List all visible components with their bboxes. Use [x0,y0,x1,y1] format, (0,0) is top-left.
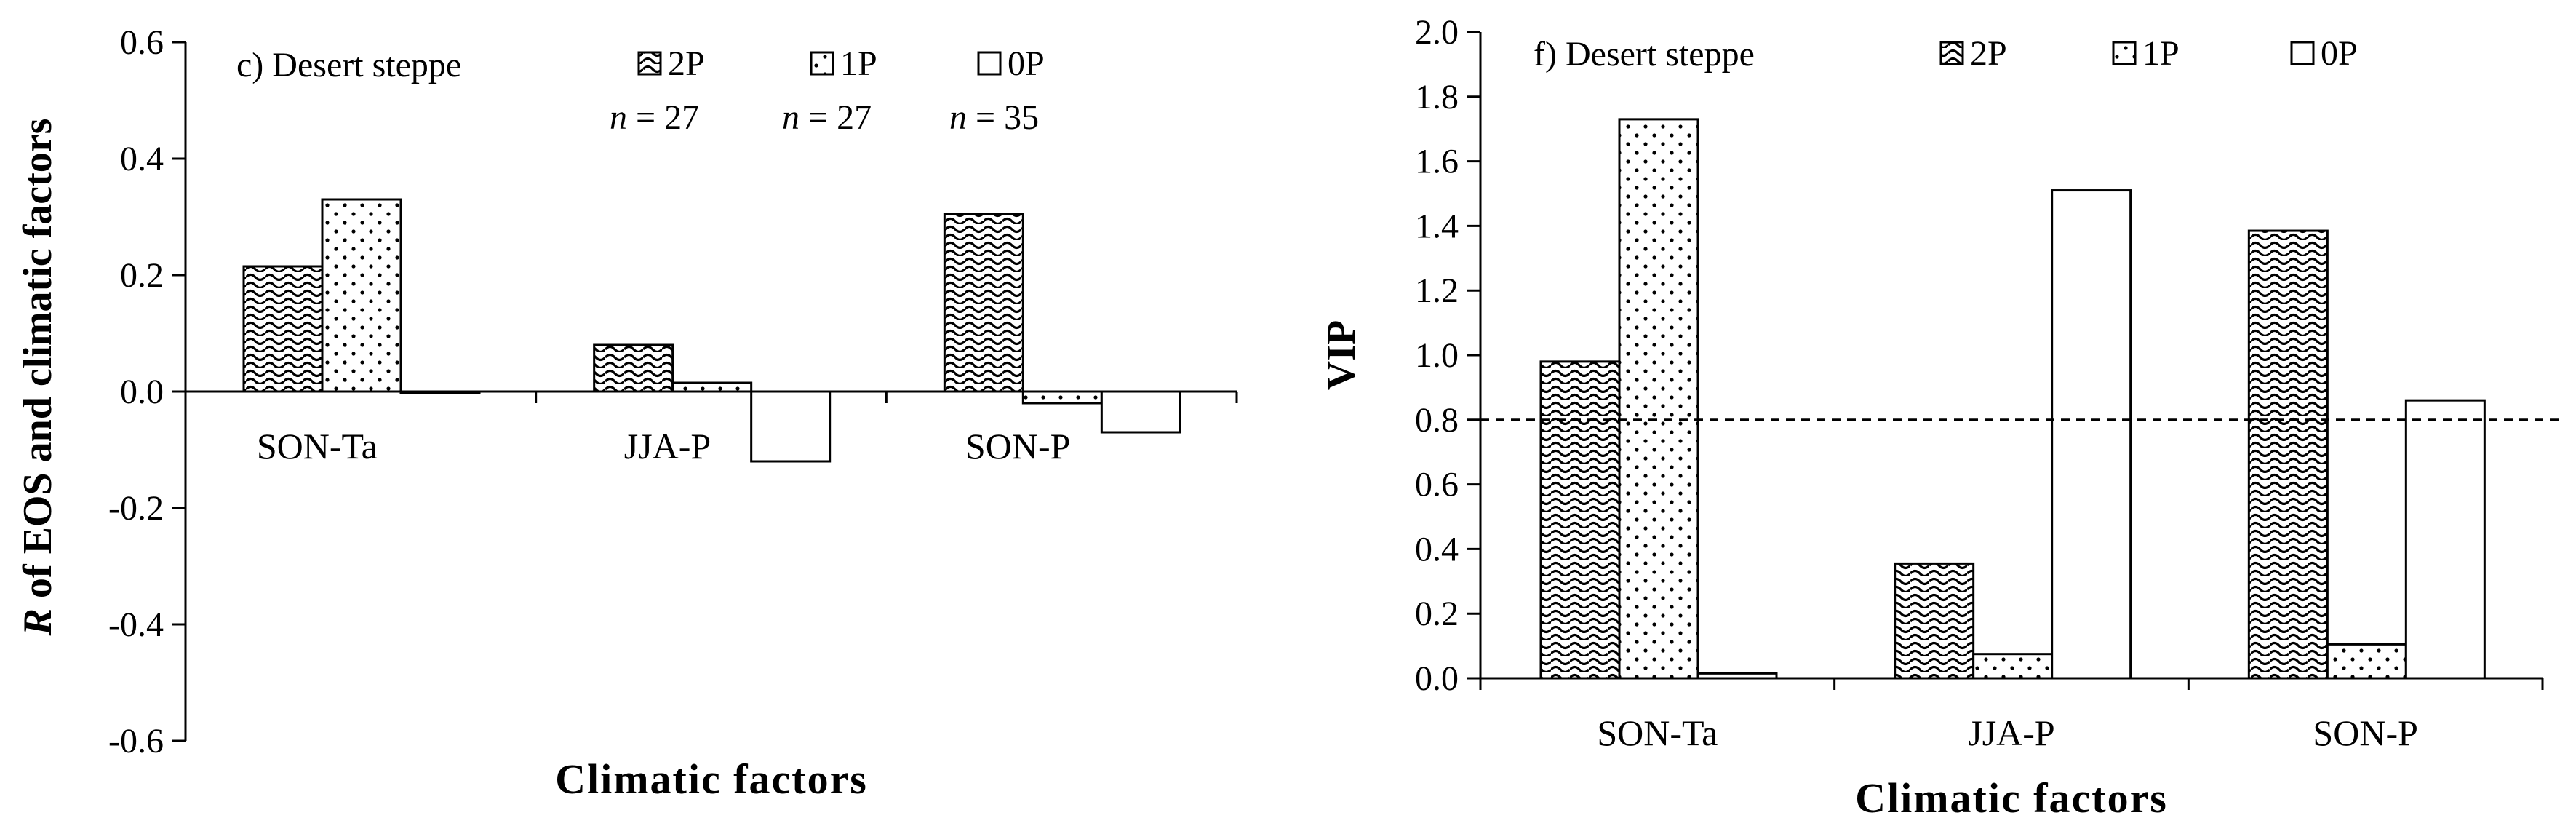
category-label: SON-P [965,426,1070,466]
y-tick-label: 0.0 [1415,659,1459,698]
bar-2P-SON-P [943,213,1024,393]
bar-0P-JJA-P [2051,189,2132,680]
y-tick-label: 1.8 [1415,78,1459,116]
y-tick-label: 1.4 [1415,207,1459,245]
panel-title: c) Desert steppe [236,46,461,84]
x-axis-label: Climatic factors [555,755,868,803]
y-tick-label: 2.0 [1415,13,1459,52]
bar-1P-SON-P [1021,390,1103,405]
bar-2P-SON-P [2247,229,2329,680]
bar-1P-SON-Ta [1618,118,1699,680]
sample-size-label: n = 27 [782,98,872,137]
legend-label: 0P [1008,44,1045,83]
legend-swatch-0P [977,51,1002,76]
category-label: SON-Ta [257,426,378,466]
y-tick-label: 0.6 [120,23,164,62]
bar-1P-JJA-P [1972,653,2054,680]
y-tick-label: 0.8 [1415,401,1459,440]
bar-2P-JJA-P [1894,562,1975,680]
sample-size-label: n = 35 [949,98,1039,137]
y-tick-label: 0.4 [1415,530,1459,568]
legend-label: 1P [840,44,877,83]
legend-label: 2P [668,44,705,83]
y-axis-label: R of EOS and climatic factors [15,119,60,637]
x-axis-label: Climatic factors [1855,774,2168,822]
y-tick-label: 0.2 [120,256,164,295]
y-tick-label: 0.0 [120,373,164,411]
y-tick-label: 0.6 [1415,466,1459,504]
legend-label: 2P [1970,34,2007,73]
y-tick-label: 1.2 [1415,271,1459,310]
panel-title: f) Desert steppe [1534,35,1755,74]
legend-swatch-1P [2112,41,2137,65]
bar-0P-JJA-P [750,390,832,463]
y-tick-label: 1.0 [1415,336,1459,375]
bar-1P-JJA-P [671,381,753,393]
bar-0P-SON-P [2404,399,2486,680]
category-label: SON-Ta [1597,712,1718,753]
legend-swatch-2P [1939,41,1964,65]
bar-1P-SON-P [2326,643,2407,680]
bar-2P-SON-Ta [242,265,324,393]
bar-0P-SON-P [1100,390,1181,434]
legend-swatch-1P [810,51,834,76]
chart-panel-f: 0.0 0.2 0.4 0.6 0.8 1.0 1.2 1.4 1.6 1.8 2.0 SON-Ta J… [1319,13,2564,822]
y-axis-label: VIP [1319,320,1364,390]
bar-1P-SON-Ta [321,198,402,393]
y-tick-label: -0.2 [108,489,164,528]
bar-2P-JJA-P [593,343,674,393]
category-label: JJA-P [624,426,711,466]
y-tick-label: 1.6 [1415,143,1459,181]
legend-swatch-0P [2290,41,2315,65]
y-tick-label: 0.2 [1415,595,1459,633]
chart-panel-c: 0.6 0.4 0.2 0.0 -0.2 -0.4 -0.6 SON-Ta JJA-P SON-P… [15,23,1238,803]
bar-2P-SON-Ta [1539,360,1621,680]
legend-label: 1P [2142,34,2180,73]
legend-label: 0P [2321,34,2358,73]
y-tick-label: -0.4 [108,605,164,644]
legend-swatch-2P [637,51,662,76]
y-tick-label: 0.4 [120,140,164,178]
category-label: JJA-P [1968,712,2054,753]
sample-size-label: n = 27 [610,98,699,137]
y-tick-label: -0.6 [108,722,164,760]
category-label: SON-P [2313,712,2417,753]
